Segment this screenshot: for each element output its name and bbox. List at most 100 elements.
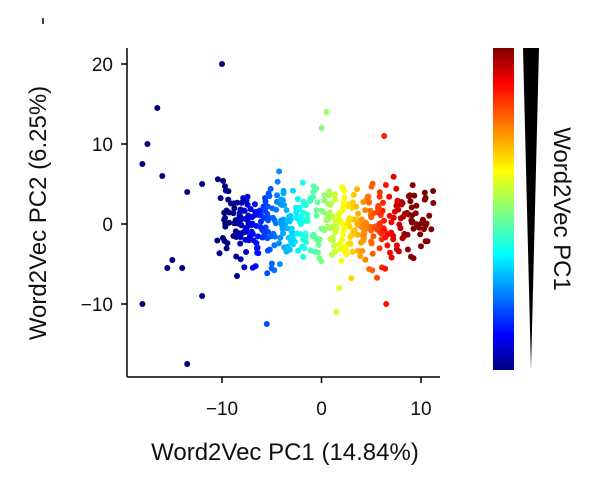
data-point	[329, 235, 336, 242]
data-point	[336, 246, 343, 253]
data-point	[321, 197, 328, 204]
data-point	[348, 232, 355, 239]
data-point	[361, 220, 368, 227]
data-point	[339, 184, 346, 191]
data-point	[288, 228, 295, 235]
data-point	[422, 194, 429, 201]
data-point	[352, 216, 359, 223]
data-point	[288, 235, 295, 242]
data-point	[243, 249, 250, 255]
colorbar	[493, 48, 514, 370]
data-point	[407, 198, 414, 205]
data-point	[268, 265, 275, 272]
x-tick-label: 10	[410, 399, 431, 420]
data-point	[374, 226, 381, 233]
data-point	[233, 253, 240, 260]
data-point	[354, 221, 361, 227]
data-point	[294, 196, 301, 202]
x-axis-title: Word2Vec PC1 (14.84%)	[151, 439, 419, 466]
data-point	[264, 270, 271, 277]
data-point	[324, 215, 331, 222]
data-point	[367, 223, 374, 230]
data-point	[320, 209, 327, 216]
data-point	[376, 189, 383, 196]
data-point	[332, 248, 338, 255]
data-point	[284, 217, 291, 224]
data-point	[265, 217, 272, 224]
data-point	[382, 265, 389, 272]
data-point	[314, 199, 321, 206]
data-point	[277, 234, 284, 241]
data-point	[332, 196, 339, 203]
data-point	[339, 237, 346, 243]
data-point	[179, 265, 186, 271]
data-point	[346, 240, 353, 247]
data-point	[313, 207, 320, 214]
data-point	[361, 230, 368, 237]
data-point	[274, 192, 280, 199]
data-point	[381, 133, 388, 139]
data-point	[397, 225, 404, 232]
data-point	[368, 183, 375, 190]
data-point	[362, 256, 369, 263]
data-point	[280, 230, 287, 237]
data-point	[220, 177, 227, 184]
data-point	[226, 209, 233, 216]
data-point	[357, 253, 364, 260]
data-point	[307, 247, 314, 254]
data-point	[262, 198, 269, 205]
data-point	[390, 232, 397, 239]
data-point	[405, 211, 412, 218]
data-point	[243, 224, 250, 231]
data-point	[382, 234, 389, 241]
data-point	[331, 192, 338, 199]
data-point	[337, 219, 344, 226]
data-point	[422, 238, 429, 245]
colorbar-label: Word2Vec PC1	[548, 127, 575, 291]
data-point	[270, 230, 277, 237]
data-point	[299, 243, 306, 250]
data-point	[333, 309, 340, 315]
data-point	[249, 264, 256, 271]
data-point	[411, 192, 418, 199]
data-point	[266, 193, 273, 200]
data-point	[144, 141, 151, 147]
data-point	[368, 238, 375, 245]
data-point	[253, 209, 260, 215]
data-point	[404, 246, 411, 253]
data-point	[354, 231, 361, 238]
data-point	[241, 207, 248, 214]
data-point	[393, 185, 400, 192]
data-point	[154, 105, 161, 111]
data-point	[430, 188, 437, 194]
data-point	[350, 199, 356, 206]
data-point	[184, 361, 191, 367]
data-point	[238, 199, 245, 206]
colorbar-wedge-triangle	[523, 48, 539, 370]
data-point	[374, 274, 380, 281]
data-point	[221, 209, 228, 216]
data-point	[376, 245, 383, 252]
data-point	[316, 255, 323, 262]
data-point	[409, 182, 416, 189]
data-point	[341, 225, 348, 232]
data-point	[383, 301, 390, 307]
data-point	[139, 161, 146, 167]
data-point	[184, 189, 191, 195]
data-point	[237, 214, 244, 221]
data-point	[272, 220, 279, 227]
data-point	[283, 248, 290, 255]
data-point	[381, 227, 388, 234]
data-point	[376, 193, 383, 200]
data-point	[349, 248, 356, 255]
data-point	[274, 178, 281, 185]
data-point	[255, 233, 261, 240]
data-point	[270, 214, 276, 221]
data-point	[307, 195, 314, 202]
data-point	[237, 240, 244, 247]
data-point	[264, 203, 271, 210]
y-tick-label: 20	[92, 55, 113, 76]
data-point	[278, 197, 285, 204]
data-point	[217, 195, 224, 202]
data-point	[251, 201, 258, 208]
